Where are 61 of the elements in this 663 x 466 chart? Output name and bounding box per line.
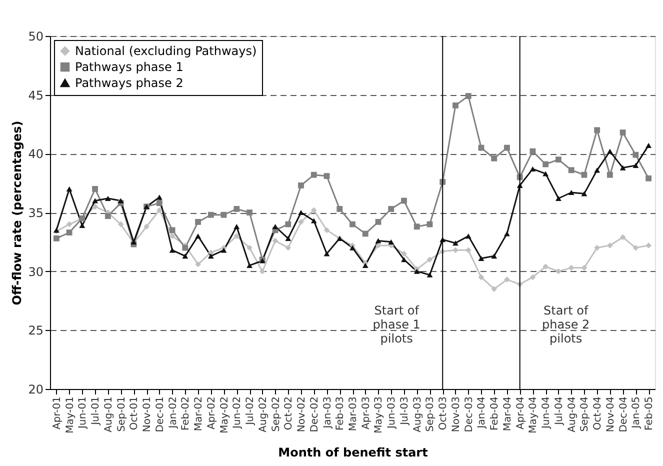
y-tick-label: 20 [28, 382, 44, 396]
x-tick-label: May-01 [64, 396, 76, 434]
x-tick-label: Nov-01 [142, 396, 154, 432]
x-tick-label: Aug-04 [566, 396, 578, 432]
y-tick-label: 25 [28, 324, 44, 338]
x-tick-label: Jan-05 [631, 396, 642, 430]
x-tick-label: Mar-02 [194, 396, 205, 432]
x-tick-label: Aug-02 [258, 396, 269, 432]
x-tick-label: Sep-01 [116, 396, 128, 432]
x-tick-label: Jan-02 [168, 396, 179, 430]
x-tick-label: Oct-03 [438, 396, 450, 430]
y-tick-label: 35 [28, 206, 44, 220]
y-tick-label: 45 [28, 88, 44, 102]
x-tick-label: Aug-03 [412, 396, 424, 432]
x-tick-label: Jun-04 [541, 396, 552, 430]
x-tick-label: Sep-03 [425, 396, 436, 432]
y-tick-label: 50 [28, 30, 44, 44]
x-tick-label: Dec-02 [309, 396, 320, 432]
x-tick-label: Mar-03 [348, 396, 359, 432]
x-tick-label: Feb-04 [490, 396, 501, 431]
x-tick-label: Oct-02 [284, 396, 295, 430]
x-tick-label: May-03 [374, 396, 385, 434]
x-tick-label: Dec-01 [154, 396, 166, 432]
x-tick-label: Nov-02 [296, 396, 308, 432]
x-tick-label: Jul-03 [399, 396, 410, 426]
x-tick-label: Aug-01 [103, 396, 114, 432]
x-tick-label: Jun-02 [232, 396, 244, 430]
x-tick-label: Feb-03 [335, 396, 346, 431]
x-tick-label: Sep-02 [270, 396, 282, 432]
x-tick-label: Apr-02 [206, 396, 218, 430]
x-tick-label: Feb-05 [644, 396, 656, 431]
x-tick-label: Jul-01 [90, 396, 102, 426]
x-tick-label: Feb-02 [180, 396, 192, 431]
x-tick-label: Oct-01 [129, 396, 140, 430]
y-tick-label: 40 [28, 147, 44, 162]
legend-label: Pathways phase 1 [75, 60, 184, 74]
y-axis-title: Off-flow rate (percentages) [10, 120, 24, 306]
x-tick-label: Nov-03 [450, 396, 462, 432]
y-tick-label: 30 [28, 264, 44, 279]
x-tick-label: Jul-02 [245, 396, 256, 426]
x-axis-title: Month of benefit start [278, 445, 428, 460]
x-tick-label: Oct-04 [592, 396, 604, 430]
x-tick-label: Mar-04 [502, 396, 514, 432]
x-tick-label: Sep-04 [580, 396, 591, 432]
legend-label: National (excluding Pathways) [75, 44, 257, 58]
x-tick-label: Dec-04 [618, 396, 630, 432]
x-tick-label: Apr-03 [360, 396, 372, 430]
x-tick-label: Dec-03 [464, 396, 475, 432]
x-tick-label: Jun-03 [386, 396, 398, 430]
x-tick-label: Jul-04 [554, 396, 565, 426]
x-tick-label: Jan-03 [322, 396, 334, 430]
x-tick-label: Jan-04 [476, 396, 488, 430]
legend-label: Pathways phase 2 [75, 76, 184, 90]
x-tick-label: Apr-04 [515, 396, 526, 430]
x-tick-label: May-02 [219, 396, 230, 434]
annotation: Start of phase 2 pilots [542, 304, 590, 346]
x-tick-label: Apr-01 [52, 396, 63, 430]
x-tick-label: May-04 [528, 396, 540, 434]
x-tick-label: Jun-01 [78, 396, 89, 430]
x-tick-label: Nov-04 [605, 396, 616, 432]
annotation: Start of phase 1 pilots [372, 304, 420, 346]
